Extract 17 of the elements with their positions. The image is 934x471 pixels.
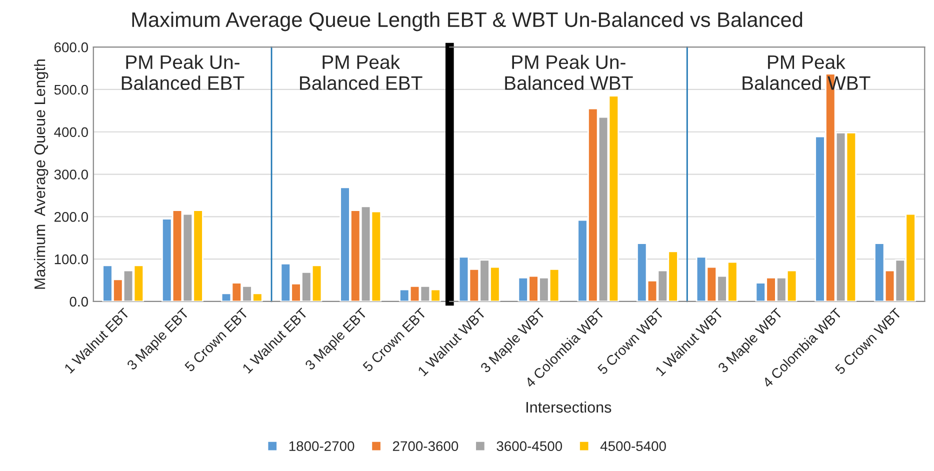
- legend-label: 1800-2700: [289, 441, 354, 452]
- text: Maximum Average Queue Length EBT & WBT Un-Balanced vs Balanced: [132, 12, 802, 32]
- legend-label: 2700-3600: [392, 441, 458, 452]
- text: PM Peak Un- Balanced EBT: [122, 54, 244, 90]
- y-tick-label: 400.0: [54, 127, 88, 138]
- y-tick-label: 500.0: [54, 84, 88, 95]
- text: PM Peak Balanced EBT: [300, 54, 422, 90]
- y-tick-label: 200.0: [54, 212, 88, 222]
- y-tick-label: 100.0: [54, 254, 88, 264]
- y-tick-label: 600.0: [54, 42, 88, 52]
- x-axis-title: Intersections: [526, 401, 612, 413]
- legend-label: 4500-5400: [600, 441, 666, 452]
- text: PM Peak Un- Balanced WBT: [505, 54, 633, 90]
- y-tick-label: 300.0: [54, 170, 88, 180]
- y-tick-label: 0.0: [70, 296, 88, 307]
- y-axis-title: Maximum Average Queue Length: [34, 59, 48, 289]
- legend-label: 3600-4500: [496, 441, 562, 452]
